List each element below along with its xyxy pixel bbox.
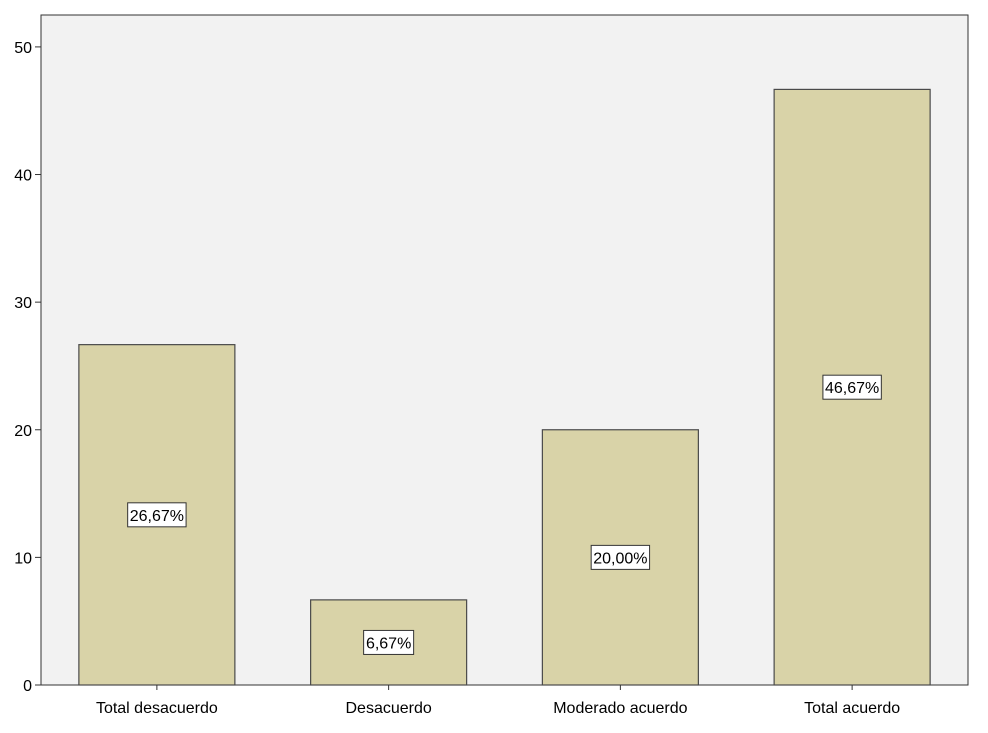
y-tick-label-2: 20 — [14, 423, 32, 440]
data-label-box-2 — [590, 544, 651, 570]
x-tick-label-1: Desacuerdo — [345, 700, 431, 717]
axes-group: Total desacuerdo Desacuerdo Moderado acuer… — [14, 40, 900, 717]
bars-group — [78, 88, 931, 686]
x-tick-label-0: Total desacuerdo — [96, 700, 218, 717]
data-label-box-3 — [822, 374, 882, 400]
y-tick-label-0: 0 — [23, 678, 32, 695]
y-tick-label-1: 10 — [14, 550, 32, 567]
data-label-box-0 — [127, 502, 187, 528]
data-label-3: 46,67% — [822, 374, 882, 400]
y-tick-label-3: 30 — [14, 295, 32, 312]
data-label-text-0: 26,67% — [130, 508, 184, 525]
data-label-text-3: 46,67% — [825, 380, 879, 397]
y-tick-label-4: 40 — [14, 168, 32, 185]
x-tick-label-2: Moderado acuerdo — [553, 700, 687, 717]
data-label-box-1 — [363, 629, 415, 655]
data-label-text-2: 20,00% — [593, 550, 647, 567]
data-label-0: 26,67% — [127, 502, 187, 528]
data-labels-group: 26,67% 6,67% 20,00% 46,67% — [127, 374, 882, 655]
data-label-2: 20,00% — [590, 544, 651, 570]
x-tick-label-3: Total acuerdo — [804, 700, 900, 717]
data-label-1: 6,67% — [363, 629, 415, 655]
data-label-text-1: 6,67% — [366, 635, 411, 652]
y-tick-label-5: 50 — [14, 40, 32, 57]
